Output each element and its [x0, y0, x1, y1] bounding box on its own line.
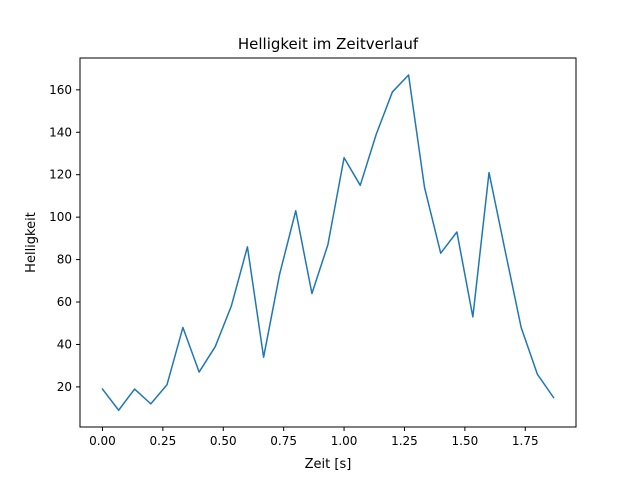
y-tick-label: 60	[57, 295, 72, 309]
x-tick-label: 1.50	[452, 434, 479, 448]
x-tick-label: 1.25	[391, 434, 418, 448]
y-tick-label: 120	[49, 168, 72, 182]
y-tick-label: 40	[57, 337, 72, 351]
plot-area	[101, 74, 555, 411]
x-axis: 0.00 0.25 0.50 0.75 1.00 1.25 1.50 1.75	[89, 427, 539, 448]
x-tick-label: 1.00	[331, 434, 358, 448]
chart-title: Helligkeit im Zeitverlauf	[238, 35, 419, 53]
y-axis-label: Helligkeit	[24, 212, 39, 273]
plot-frame	[79, 57, 577, 428]
x-tick-label: 0.25	[150, 434, 177, 448]
y-tick-label: 100	[49, 210, 72, 224]
x-tick-label: 0.75	[270, 434, 297, 448]
x-tick-label: 1.75	[512, 434, 539, 448]
x-tick-label: 0.50	[210, 434, 237, 448]
x-axis-label: Zeit [s]	[305, 457, 352, 472]
y-tick-label: 80	[57, 253, 72, 267]
y-tick-label: 160	[49, 83, 72, 97]
y-tick-label: 20	[57, 380, 72, 394]
y-axis: 20 40 60 80 100 120 140 160	[49, 83, 80, 394]
series-line	[101, 74, 555, 411]
x-tick-label: 0.00	[89, 434, 116, 448]
y-tick-label: 140	[49, 125, 72, 139]
